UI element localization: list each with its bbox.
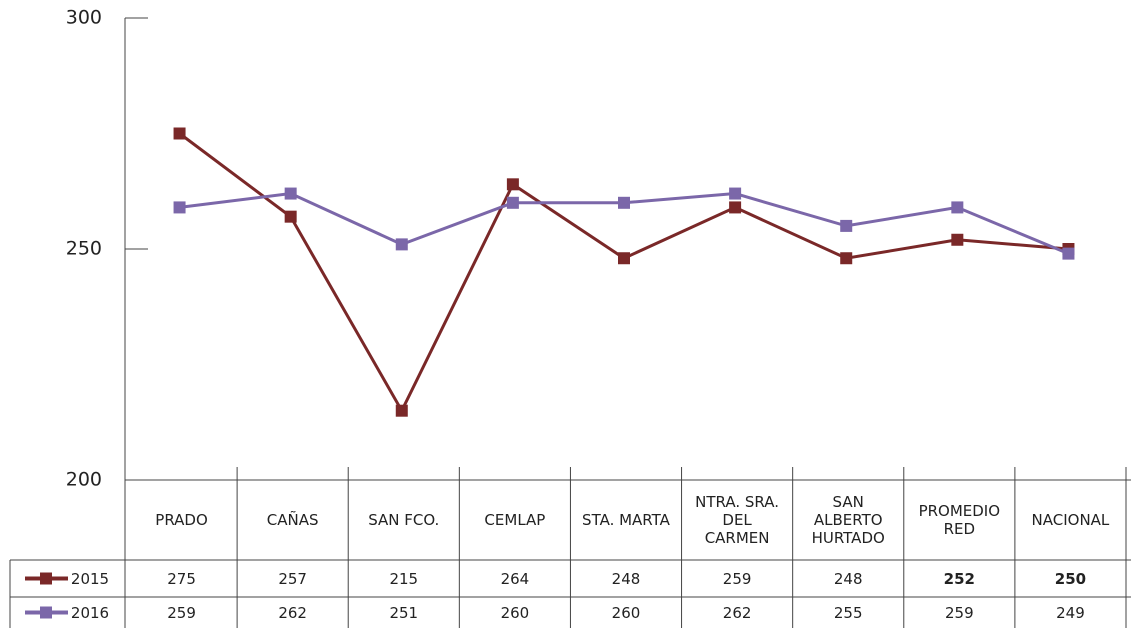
category-label: NTRA. SRA. DEL CARMEN [682, 480, 793, 560]
table-value: 262 [682, 597, 793, 628]
table-value: 248 [570, 560, 681, 597]
table-value: 215 [348, 560, 459, 597]
category-label-text: PROMEDIO RED [918, 502, 1001, 538]
table-value: 259 [904, 597, 1015, 628]
table-value: 275 [126, 560, 237, 597]
legend-marker [40, 606, 52, 619]
category-label-text: SAN ALBERTO HURTADO [811, 493, 885, 547]
point [729, 187, 742, 200]
table-value: 249 [1015, 597, 1126, 628]
point [506, 196, 519, 209]
table-value-text: 248 [833, 569, 863, 588]
point [840, 219, 853, 232]
category-label: CEMLAP [459, 480, 570, 560]
table-value: 260 [570, 597, 681, 628]
legend-label: 2016 [60, 597, 120, 628]
legend-label-text: 2015 [70, 569, 110, 588]
table-value-text: 215 [389, 569, 419, 588]
table-value: 252 [904, 560, 1015, 597]
table-value: 257 [237, 560, 348, 597]
point [173, 201, 186, 214]
category-label: SAN FCO. [348, 480, 459, 560]
point [618, 196, 630, 209]
category-label-text: NTRA. SRA. DEL CARMEN [695, 493, 780, 547]
table-value: 250 [1015, 560, 1126, 597]
category-label-text: NACIONAL [1031, 511, 1110, 529]
point [951, 201, 964, 214]
point [395, 404, 408, 417]
table-value-text: 252 [943, 569, 975, 588]
point [284, 210, 297, 223]
y-tick-label: 250 [66, 238, 102, 260]
table-value-text: 255 [833, 603, 863, 622]
table-value-text: 262 [722, 603, 752, 622]
table-value-text: 260 [500, 603, 530, 622]
category-label-text: PRADO [155, 511, 208, 529]
table-value-text: 259 [722, 569, 752, 588]
table-value-text: 275 [167, 569, 196, 588]
point [395, 238, 408, 251]
y-tick-label: 300 [66, 7, 102, 29]
category-label: PROMEDIO RED [904, 480, 1015, 560]
legend-label-text: 2016 [70, 603, 110, 622]
point [1062, 247, 1075, 260]
category-label-text: CAÑAS [266, 511, 319, 529]
category-label: NACIONAL [1015, 480, 1126, 560]
table-value: 264 [459, 560, 570, 597]
category-label-text: SAN FCO. [368, 511, 440, 529]
table-value: 251 [348, 597, 459, 628]
legend-label: 2015 [60, 560, 120, 597]
table-value-text: 264 [500, 569, 530, 588]
point [284, 187, 297, 200]
table-value-text: 251 [389, 603, 419, 622]
point [840, 252, 853, 265]
category-label-text: STA. MARTA [582, 511, 670, 529]
category-label-text: CEMLAP [484, 511, 546, 529]
table-value-text: 260 [611, 603, 641, 622]
point [729, 201, 742, 214]
table-value: 259 [682, 560, 793, 597]
table-value: 248 [793, 560, 904, 597]
category-label: CAÑAS [237, 480, 348, 560]
series-line [178, 132, 1069, 414]
legend-marker [40, 572, 52, 585]
category-label: SAN ALBERTO HURTADO [793, 480, 904, 560]
point [618, 252, 630, 265]
table-value-text: 250 [1054, 569, 1087, 588]
table-value: 262 [237, 597, 348, 628]
category-label: STA. MARTA [570, 480, 681, 560]
table-value-text: 248 [611, 569, 641, 588]
table-value: 259 [126, 597, 237, 628]
table-value: 255 [793, 597, 904, 628]
table-value-text: 257 [278, 569, 307, 588]
table-value: 260 [459, 597, 570, 628]
table-value-text: 259 [945, 603, 974, 622]
point [506, 178, 519, 191]
table-value-text: 262 [278, 603, 307, 622]
table-value-text: 259 [167, 603, 196, 622]
y-tick-label: 200 [66, 469, 102, 491]
point [951, 233, 964, 246]
table-value-text: 249 [1056, 603, 1085, 622]
category-label: PRADO [126, 480, 237, 560]
point [173, 127, 186, 140]
